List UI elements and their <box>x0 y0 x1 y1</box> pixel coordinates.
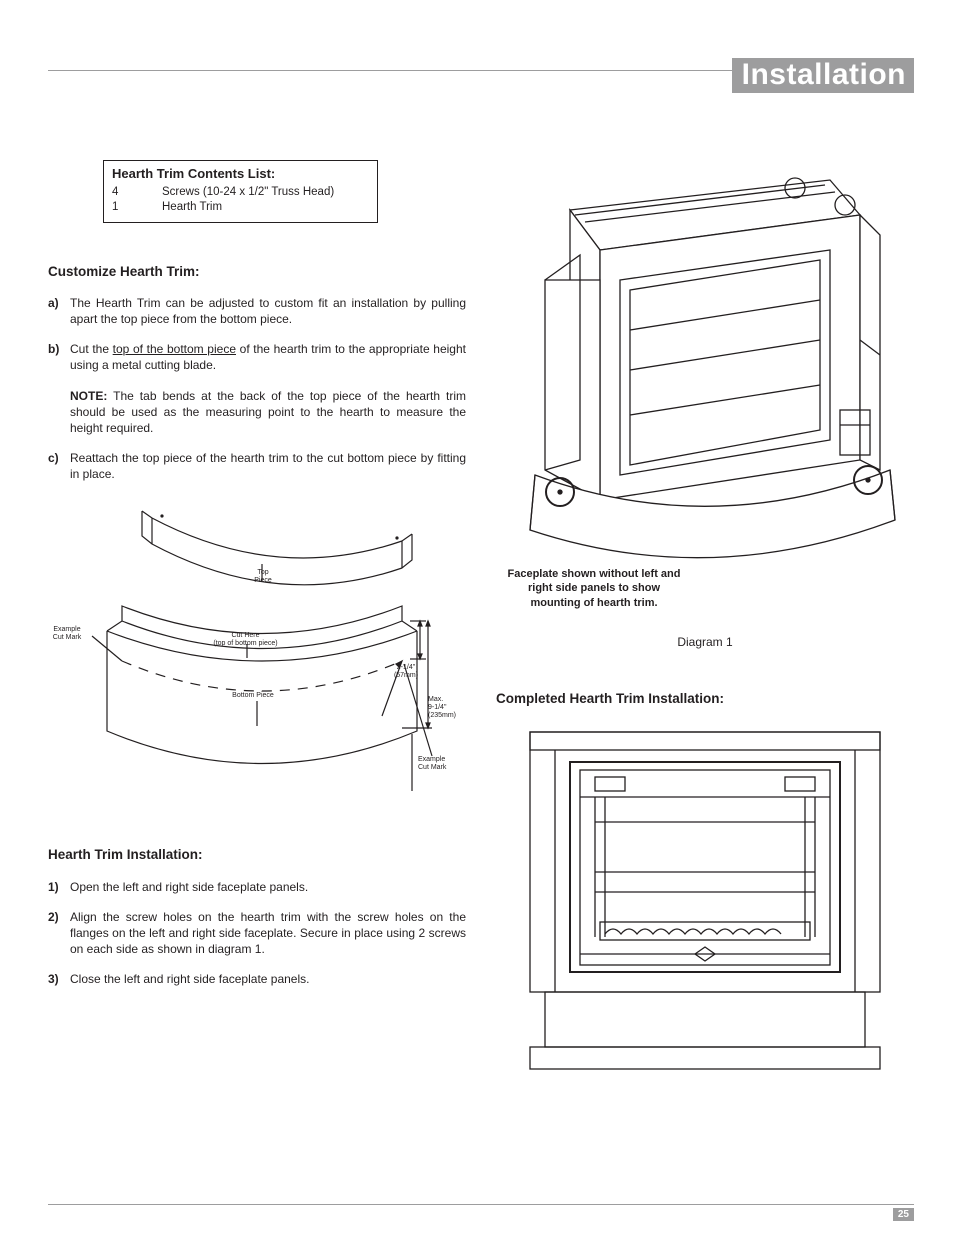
completed-heading: Completed Hearth Trim Installation: <box>496 690 914 708</box>
note-text: The tab bends at the back of the top pie… <box>70 389 466 435</box>
item-body: Close the left and right side faceplate … <box>70 971 466 987</box>
contents-row: 1 Hearth Trim <box>112 200 369 216</box>
note-block: NOTE: The tab bends at the back of the t… <box>70 388 466 437</box>
label-top-piece: TopPiece <box>248 569 278 584</box>
item-body: Align the screw holes on the hearth trim… <box>70 909 466 958</box>
diagram1-side-caption: Faceplate shown without left and right s… <box>504 567 684 610</box>
label-dim-small: 2-1/4"(57mm) <box>386 664 426 679</box>
install-heading: Hearth Trim Installation: <box>48 846 466 864</box>
contents-list-box: Hearth Trim Contents List: 4 Screws (10-… <box>103 160 378 223</box>
list-item: 1) Open the left and right side faceplat… <box>48 879 466 895</box>
contents-list-title: Hearth Trim Contents List: <box>112 165 369 183</box>
label-cut-here: Cut Here(top of bottom piece) <box>208 632 283 647</box>
item-body: Cut the top of the bottom piece of the h… <box>70 341 466 373</box>
footer-rule: 25 <box>48 1204 914 1205</box>
customize-diagram: TopPiece ExampleCut Mark Cut Here(top of… <box>48 496 466 816</box>
list-item: c) Reattach the top piece of the hearth … <box>48 450 466 482</box>
label-example-cut-right: ExampleCut Mark <box>418 756 458 771</box>
item-marker: a) <box>48 295 70 327</box>
list-item: b) Cut the top of the bottom piece of th… <box>48 341 466 373</box>
diagram-completed <box>496 722 914 1082</box>
contents-desc: Screws (10-24 x 1/2" Truss Head) <box>162 185 334 201</box>
diagram-1: Faceplate shown without left and right s… <box>496 160 914 650</box>
left-column: Hearth Trim Contents List: 4 Screws (10-… <box>48 160 466 1175</box>
item-body: Reattach the top piece of the hearth tri… <box>70 450 466 482</box>
item-marker: 1) <box>48 879 70 895</box>
list-item: 2) Align the screw holes on the hearth t… <box>48 909 466 958</box>
item-body: The Hearth Trim can be adjusted to custo… <box>70 295 466 327</box>
note-label: NOTE: <box>70 389 107 403</box>
header-banner: Installation <box>732 58 914 93</box>
label-example-cut-left: ExampleCut Mark <box>48 626 86 641</box>
item-marker: 2) <box>48 909 70 958</box>
item-marker: b) <box>48 341 70 373</box>
customize-list-cont: c) Reattach the top piece of the hearth … <box>48 450 466 482</box>
list-item: a) The Hearth Trim can be adjusted to cu… <box>48 295 466 327</box>
right-column: Faceplate shown without left and right s… <box>496 160 914 1175</box>
install-steps: 1) Open the left and right side faceplat… <box>48 879 466 988</box>
item-marker: c) <box>48 450 70 482</box>
label-dim-max: Max.9-1/4"(235mm) <box>428 696 468 719</box>
diagram1-bottom-label: Diagram 1 <box>496 634 914 650</box>
page-number: 25 <box>893 1208 914 1221</box>
contents-row: 4 Screws (10-24 x 1/2" Truss Head) <box>112 185 369 201</box>
contents-qty: 4 <box>112 185 162 201</box>
contents-qty: 1 <box>112 200 162 216</box>
item-body: Open the left and right side faceplate p… <box>70 879 466 895</box>
item-marker: 3) <box>48 971 70 987</box>
customize-heading: Customize Hearth Trim: <box>48 263 466 281</box>
label-bottom-piece: Bottom Piece <box>223 692 283 700</box>
contents-desc: Hearth Trim <box>162 200 222 216</box>
customize-list: a) The Hearth Trim can be adjusted to cu… <box>48 295 466 374</box>
list-item: 3) Close the left and right side facepla… <box>48 971 466 987</box>
